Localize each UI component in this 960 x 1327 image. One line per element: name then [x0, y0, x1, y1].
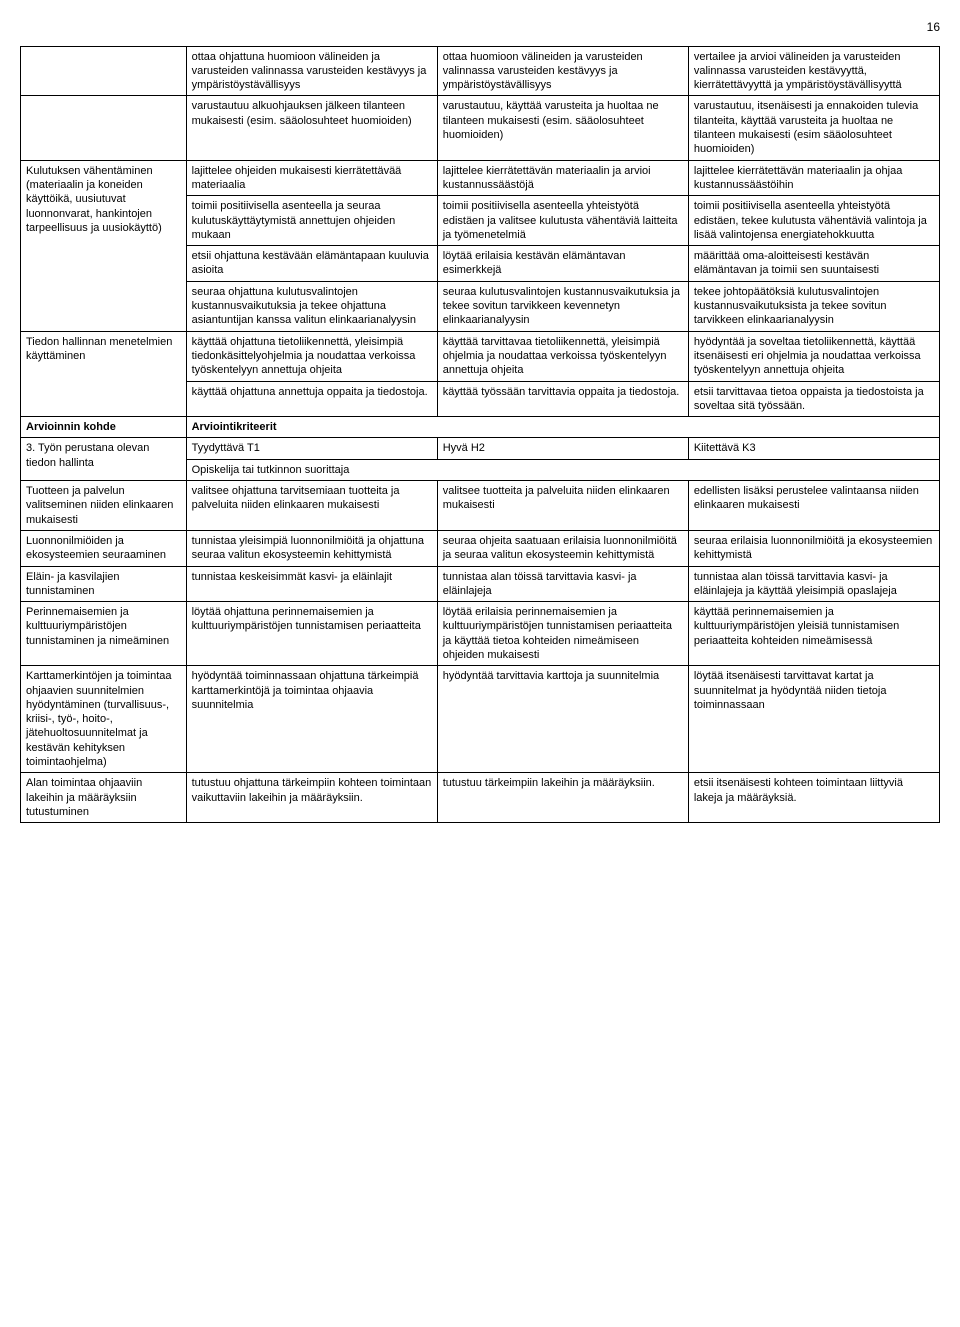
- cell: tunnistaa keskeisimmät kasvi- ja eläinla…: [186, 566, 437, 602]
- page-number: 16: [20, 20, 940, 36]
- cell: seuraa ohjeita saatuaan erilaisia luonno…: [437, 530, 688, 566]
- row-label: Karttamerkintöjen ja toimintaa ohjaavien…: [21, 666, 187, 773]
- cell: hyödyntää toiminnassaan ohjattuna tärkei…: [186, 666, 437, 773]
- cell: lajittelee kierrätettävän materiaalin ja…: [688, 160, 939, 196]
- cell: toimii positiivisella asenteella yhteist…: [688, 196, 939, 246]
- cell: hyödyntää tarvittavia karttoja ja suunni…: [437, 666, 688, 773]
- cell: käyttää työssään tarvittavia oppaita ja …: [437, 381, 688, 417]
- cell: tutustuu tärkeimpiin lakeihin ja määräyk…: [437, 773, 688, 823]
- cell: käyttää tarvittavaa tietoliikennettä, yl…: [437, 331, 688, 381]
- row-label: [21, 46, 187, 96]
- cell: Hyvä H2: [437, 438, 688, 459]
- cell: käyttää perinnemaisemien ja kulttuuriymp…: [688, 602, 939, 666]
- cell: käyttää ohjattuna annettuja oppaita ja t…: [186, 381, 437, 417]
- cell: seuraa ohjattuna kulutusvalintojen kusta…: [186, 281, 437, 331]
- cell: määrittää oma-aloitteisesti kestävän elä…: [688, 246, 939, 282]
- cell: etsii itsenäisesti kohteen toimintaan li…: [688, 773, 939, 823]
- row-label: Eläin- ja kasvilajien tunnistaminen: [21, 566, 187, 602]
- cell: Arviointikriteerit: [186, 417, 939, 438]
- cell: varustautuu, käyttää varusteita ja huolt…: [437, 96, 688, 160]
- cell: Kiitettävä K3: [688, 438, 939, 459]
- row-label: Alan toimintaa ohjaaviin lakeihin ja mää…: [21, 773, 187, 823]
- cell: valitsee ohjattuna tarvitsemiaan tuottei…: [186, 481, 437, 531]
- row-label: [21, 96, 187, 160]
- cell: Opiskelija tai tutkinnon suorittaja: [186, 459, 939, 480]
- cell: etsii tarvittavaa tietoa oppaista ja tie…: [688, 381, 939, 417]
- cell: varustautuu, itsenäisesti ja ennakoiden …: [688, 96, 939, 160]
- cell: edellisten lisäksi perustelee valintaans…: [688, 481, 939, 531]
- row-label: Perinnemaisemien ja kulttuuriympäristöje…: [21, 602, 187, 666]
- criteria-table: ottaa ohjattuna huomioon välineiden ja v…: [20, 46, 940, 824]
- row-label: Luonnonilmiöiden ja ekosysteemien seuraa…: [21, 530, 187, 566]
- cell: ottaa huomioon välineiden ja varusteiden…: [437, 46, 688, 96]
- cell: valitsee tuotteita ja palveluita niiden …: [437, 481, 688, 531]
- cell: löytää ohjattuna perinnemaisemien ja kul…: [186, 602, 437, 666]
- cell: hyödyntää ja soveltaa tietoliikennettä, …: [688, 331, 939, 381]
- cell: vertailee ja arvioi välineiden ja varust…: [688, 46, 939, 96]
- cell: löytää erilaisia perinnemaisemien ja kul…: [437, 602, 688, 666]
- cell: toimii positiivisella asenteella yhteist…: [437, 196, 688, 246]
- cell: tunnistaa alan töissä tarvittavia kasvi-…: [688, 566, 939, 602]
- cell: lajittelee kierrätettävän materiaalin ja…: [437, 160, 688, 196]
- cell: tunnistaa alan töissä tarvittavia kasvi-…: [437, 566, 688, 602]
- cell: löytää itsenäisesti tarvittavat kartat j…: [688, 666, 939, 773]
- cell: käyttää ohjattuna tietoliikennettä, ylei…: [186, 331, 437, 381]
- cell: tekee johtopäätöksiä kulutusvalintojen k…: [688, 281, 939, 331]
- row-label: Tuotteen ja palvelun valitseminen niiden…: [21, 481, 187, 531]
- cell: tunnistaa yleisimpiä luonnonilmiöitä ja …: [186, 530, 437, 566]
- row-label: Arvioinnin kohde: [21, 417, 187, 438]
- cell: varustautuu alkuohjauksen jälkeen tilant…: [186, 96, 437, 160]
- cell: etsii ohjattuna kestävään elämäntapaan k…: [186, 246, 437, 282]
- cell: lajittelee ohjeiden mukaisesti kierrätet…: [186, 160, 437, 196]
- cell: seuraa erilaisia luonnonilmiöitä ja ekos…: [688, 530, 939, 566]
- cell: tutustuu ohjattuna tärkeimpiin kohteen t…: [186, 773, 437, 823]
- cell: seuraa kulutusvalintojen kustannusvaikut…: [437, 281, 688, 331]
- cell: Tyydyttävä T1: [186, 438, 437, 459]
- cell: löytää erilaisia kestävän elämäntavan es…: [437, 246, 688, 282]
- row-label: 3. Työn perustana olevan tiedon hallinta: [21, 438, 187, 481]
- row-label: Tiedon hallinnan menetelmien käyttäminen: [21, 331, 187, 416]
- cell: ottaa ohjattuna huomioon välineiden ja v…: [186, 46, 437, 96]
- cell: toimii positiivisella asenteella ja seur…: [186, 196, 437, 246]
- row-label: Kulutuksen vähentäminen (materiaalin ja …: [21, 160, 187, 331]
